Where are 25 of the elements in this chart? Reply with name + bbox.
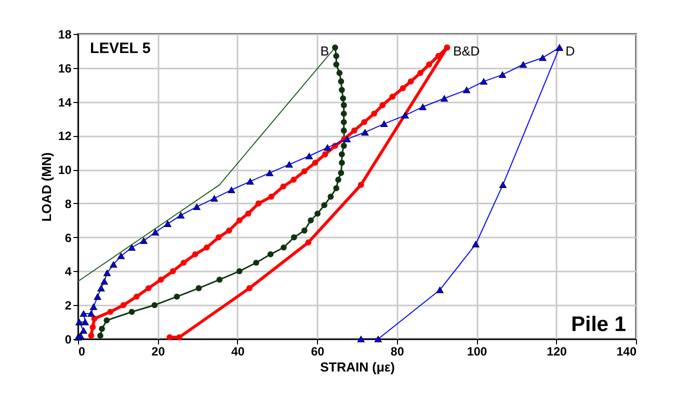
series-label: B&D bbox=[453, 44, 480, 59]
x-tick-label: 100 bbox=[467, 344, 488, 358]
annotation: LEVEL 5 bbox=[90, 40, 151, 57]
y-tick-label: 2 bbox=[64, 298, 72, 313]
y-tick-label: 16 bbox=[58, 61, 72, 76]
annotation: Pile 1 bbox=[571, 313, 626, 336]
x-tick-label: 40 bbox=[231, 344, 245, 358]
x-tick-label: 120 bbox=[546, 344, 568, 358]
y-tick-label: 8 bbox=[64, 196, 72, 211]
y-tick-label: 12 bbox=[58, 129, 72, 144]
x-tick-label: 80 bbox=[390, 344, 404, 358]
x-tick-label: 0 bbox=[78, 344, 86, 358]
series-label: B bbox=[320, 44, 330, 59]
series-label: D bbox=[565, 44, 575, 59]
y-tick-label: 18 bbox=[58, 28, 72, 42]
y-tick-label: 4 bbox=[64, 264, 72, 279]
x-tick-label: 20 bbox=[152, 344, 166, 358]
y-tick-label: 0 bbox=[64, 332, 72, 346]
y-axis-title: LOAD (MN) bbox=[39, 152, 54, 222]
y-tick-label: 6 bbox=[64, 230, 72, 245]
x-tick-label: 140 bbox=[616, 344, 637, 358]
x-axis-title: STRAIN (με) bbox=[320, 360, 395, 374]
x-tick-label: 60 bbox=[310, 344, 325, 358]
y-tick-label: 10 bbox=[58, 163, 72, 178]
y-tick-label: 14 bbox=[58, 95, 72, 110]
